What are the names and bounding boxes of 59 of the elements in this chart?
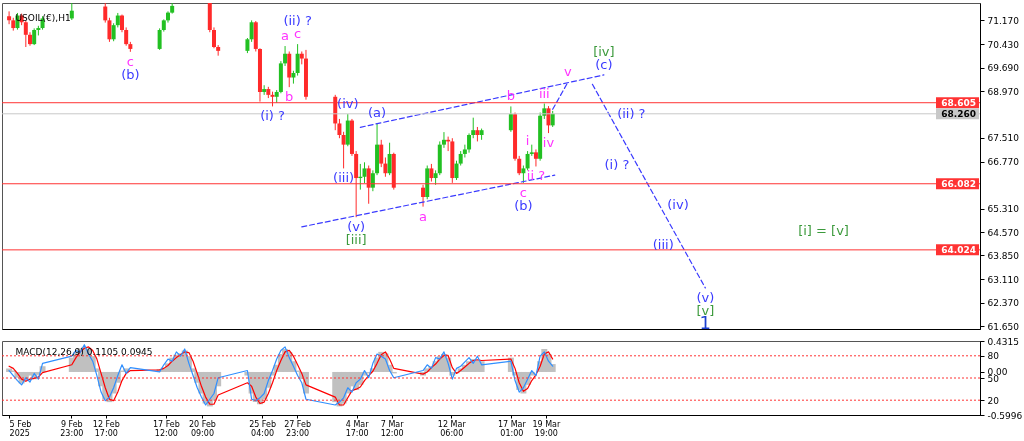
y-tick-label: 61.650 (987, 321, 1020, 332)
y-tick-label: 65.310 (987, 204, 1020, 215)
y-tick-label: 70.430 (987, 39, 1020, 50)
annotation: (ii) ? (617, 106, 646, 122)
y-tick-label: 67.510 (987, 133, 1020, 144)
annotation: [iii] (345, 232, 367, 248)
x-tick-label: 17 Mar 01:00 (497, 419, 527, 438)
y-tick-label: 63.110 (987, 274, 1020, 285)
y-tick-label: 66.770 (987, 157, 1020, 168)
annotation: [i] = [v] (798, 223, 849, 239)
annotation: iv (542, 135, 555, 151)
x-tick-label: 4 Mar 17:00 (345, 419, 370, 438)
annotation: (iii) (652, 237, 674, 253)
annotation: c (126, 53, 134, 69)
x-tick-label: 5 Feb 2025 (9, 419, 32, 438)
annotation: (iv) (667, 197, 689, 213)
annotation: (c) (595, 56, 613, 72)
annotation: ii ? (526, 168, 546, 184)
ref-line-label: 68.260 (941, 108, 976, 119)
y2-tick-label: 80 (987, 351, 1000, 362)
ref-line-label: 64.024 (941, 244, 976, 255)
x-tick-label: 17 Feb 12:00 (152, 419, 180, 438)
y-tick-label: 68.970 (987, 86, 1020, 97)
annotation: c (519, 184, 527, 200)
y2-tick-label: 20 (987, 395, 1000, 406)
annotation: (i) ? (604, 157, 630, 173)
ref-line-label: 68.605 (941, 97, 976, 108)
y-tick-label: 64.570 (987, 227, 1020, 238)
annotation: (v) (696, 289, 715, 305)
annotation: i (525, 133, 530, 149)
annotation: (b) (514, 197, 533, 213)
x-tick-label: 19 Mar 19:00 (532, 419, 561, 438)
annotation: (a) (367, 105, 387, 121)
annotation: [iv] (593, 43, 615, 59)
annotation: (ii) ? (283, 13, 312, 29)
x-tick-label: 25 Feb 04:00 (249, 419, 277, 438)
x-tick-label: 27 Feb 23:00 (284, 419, 312, 438)
annotation: iii (538, 85, 550, 101)
y-tick-label: 63.850 (987, 250, 1020, 261)
annotation: v (563, 64, 572, 80)
annotation: a (419, 208, 428, 224)
x-tick-label: 12 Mar 06:00 (437, 419, 467, 438)
y-tick-label: -0.5996 (987, 410, 1023, 421)
ref-line-label: 66.082 (941, 178, 976, 189)
y-tick-label: 62.370 (987, 298, 1020, 309)
x-tick-label: 20 Feb 09:00 (189, 419, 216, 438)
annotation: b (285, 89, 294, 105)
annotation: a (281, 28, 290, 44)
y-tick-label: 69.690 (987, 63, 1020, 74)
annotation: (b) (121, 66, 140, 82)
annotation: c (294, 26, 302, 42)
x-tick-label: 12 Feb 17:00 (92, 419, 120, 438)
x-tick-label: 7 Mar 12:00 (380, 419, 405, 438)
y-tick-label: 71.170 (987, 15, 1020, 26)
annotation: (iii) (333, 170, 355, 186)
x-tick-label: 9 Feb 23:00 (60, 419, 84, 438)
annotation: (v) (347, 219, 366, 235)
annotation: (i) ? (260, 108, 285, 124)
y-tick-label: 0.4315 (987, 336, 1019, 347)
